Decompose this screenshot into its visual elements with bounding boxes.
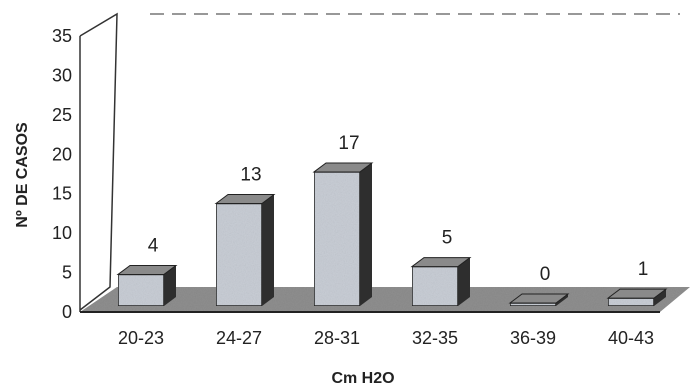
category-label: 20-23 bbox=[118, 328, 164, 348]
back-wall bbox=[110, 14, 680, 287]
data-label: 5 bbox=[442, 228, 453, 249]
bar-front bbox=[411, 265, 459, 307]
y-tick-label: 25 bbox=[52, 105, 72, 125]
y-tick-label: 0 bbox=[62, 302, 72, 322]
data-label: 13 bbox=[240, 164, 261, 185]
category-label: 24-27 bbox=[216, 328, 262, 348]
data-labels: 4 13 17 5 0 1 bbox=[148, 133, 649, 285]
bar-side bbox=[164, 265, 176, 306]
bar-front bbox=[607, 297, 655, 307]
bar-side bbox=[360, 162, 372, 306]
x-axis-label: Cm H2O bbox=[331, 370, 394, 387]
bar-side bbox=[556, 294, 568, 306]
bar bbox=[606, 288, 668, 307]
bar bbox=[312, 162, 374, 307]
bars bbox=[116, 162, 668, 307]
data-label: 17 bbox=[338, 133, 359, 154]
data-label: 1 bbox=[638, 259, 649, 280]
y-tick-label: 20 bbox=[52, 144, 72, 164]
y-tick-labels: 0 5 10 15 20 25 30 35 bbox=[52, 26, 72, 322]
category-label: 40-43 bbox=[608, 328, 654, 348]
bar-front bbox=[509, 302, 557, 307]
bar bbox=[410, 257, 472, 307]
category-labels: 20-23 24-27 28-31 32-35 36-39 40-43 bbox=[118, 328, 654, 348]
bar-front bbox=[215, 202, 263, 307]
y-tick-label: 35 bbox=[52, 26, 72, 46]
y-tick-label: 10 bbox=[52, 223, 72, 243]
y-tick-label: 30 bbox=[52, 65, 72, 85]
left-wall-outline bbox=[79, 12, 118, 311]
y-axis-label: Nº DE CASOS bbox=[14, 122, 31, 228]
data-label: 4 bbox=[148, 235, 159, 256]
bar-front bbox=[117, 273, 165, 307]
y-tick-label: 15 bbox=[52, 184, 72, 204]
bar-front bbox=[313, 171, 361, 307]
bar bbox=[116, 264, 178, 307]
bar bbox=[214, 193, 276, 307]
bar-side bbox=[458, 257, 470, 306]
bar-side bbox=[654, 289, 666, 306]
category-label: 28-31 bbox=[314, 328, 360, 348]
data-label: 0 bbox=[540, 264, 551, 285]
category-label: 36-39 bbox=[510, 328, 556, 348]
category-label: 32-35 bbox=[412, 328, 458, 348]
y-tick-label: 5 bbox=[62, 263, 72, 283]
bar-side bbox=[262, 194, 274, 306]
bar bbox=[508, 293, 570, 307]
